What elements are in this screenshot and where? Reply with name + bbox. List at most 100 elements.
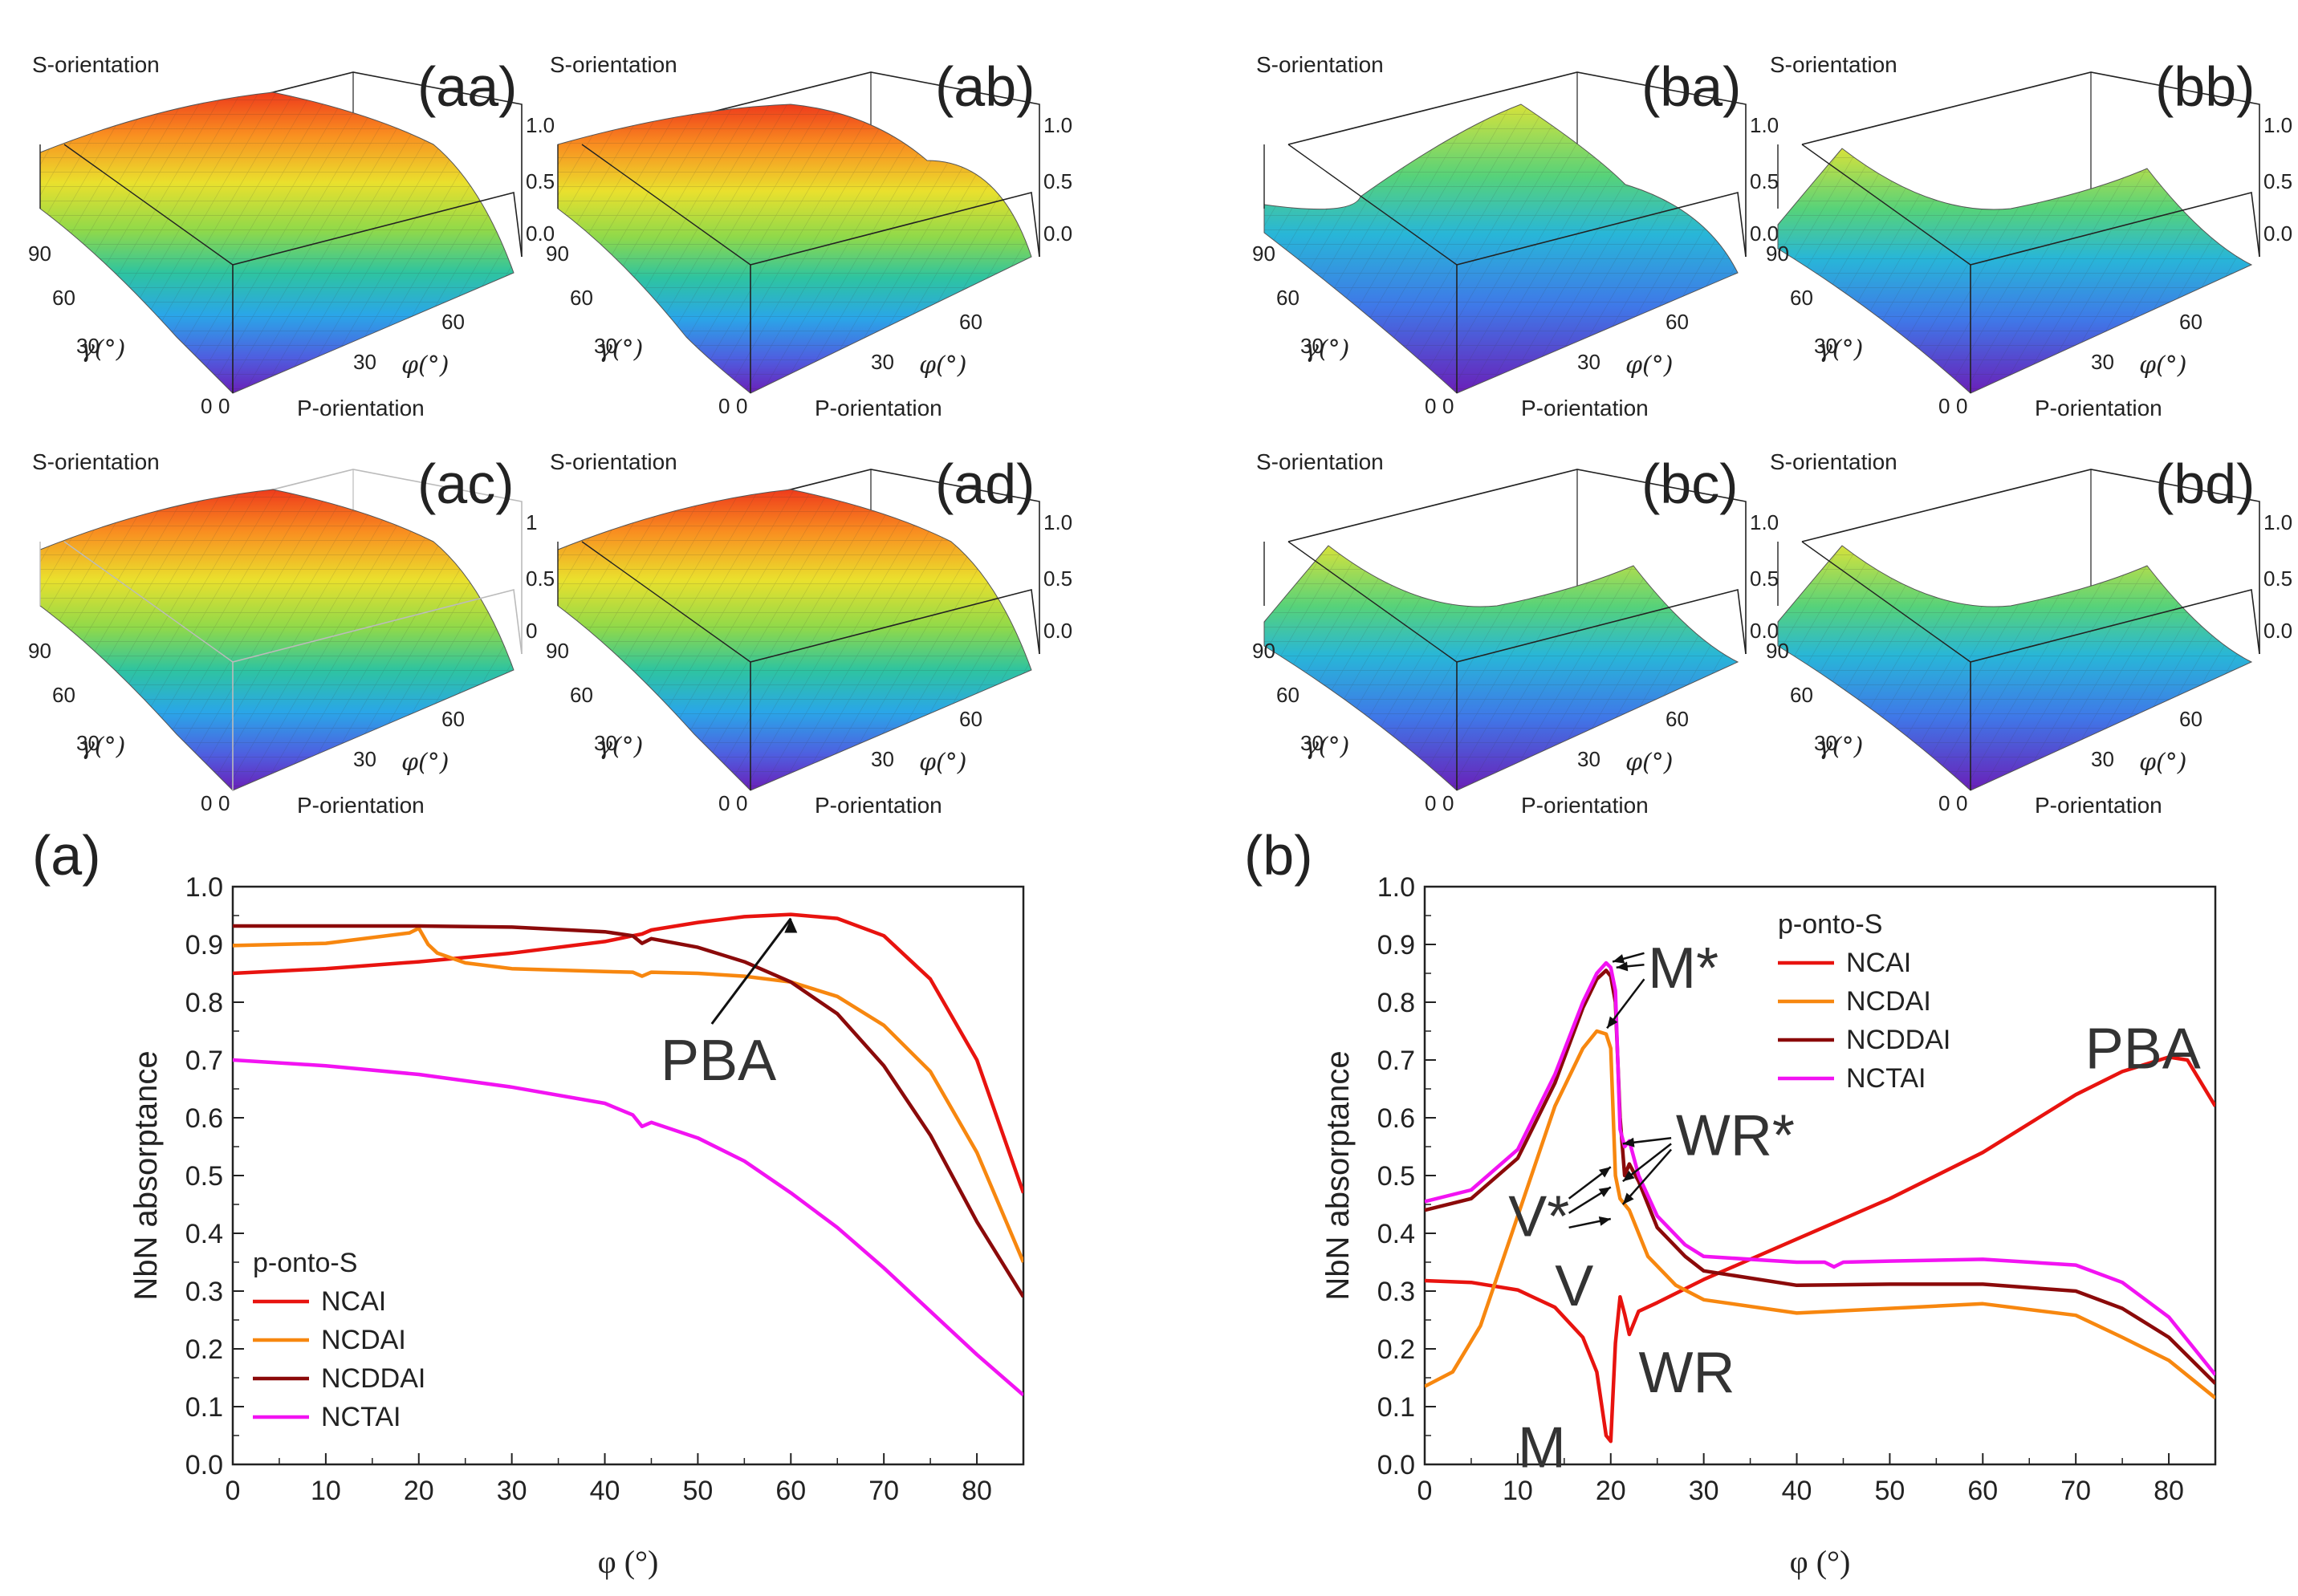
x-tick-label: 80 — [962, 1476, 992, 1506]
z-tick: 1.0 — [1750, 113, 1779, 137]
legend-entry: NCTAI — [321, 1402, 401, 1432]
gamma-tick: 30 — [76, 731, 100, 755]
surface-mesh — [1778, 148, 2251, 393]
y-tick-label: 0.6 — [1377, 1103, 1415, 1134]
gamma-axis-label: γ(°) — [598, 335, 643, 363]
x-tick-label: 10 — [311, 1476, 341, 1506]
annotation-arrow — [1621, 1148, 1673, 1205]
surface-panel-aa: S-orientation (aa) P-orientation 1.0 0.5 0.0 9… — [28, 52, 555, 420]
arrow-head — [1622, 1137, 1635, 1147]
y-tick-label: 0.4 — [185, 1219, 223, 1249]
x-tick-label: 50 — [1874, 1476, 1905, 1506]
gamma-tick: 30 — [594, 731, 617, 755]
panel-labels: (a) (b) — [32, 824, 1313, 887]
z-tick: 0.5 — [2263, 169, 2292, 193]
z-tick: 1.0 — [2263, 113, 2292, 137]
series-group — [1425, 960, 2215, 1444]
gamma-tick: 60 — [570, 286, 593, 310]
phi-tick: 60 — [2179, 707, 2202, 731]
gamma-tick: 90 — [1766, 639, 1789, 663]
panel-label: (bb) — [2155, 55, 2255, 118]
y-tick-label: 0.3 — [185, 1277, 223, 1307]
phi-tick: 60 — [441, 707, 465, 731]
p-orientation-label: P-orientation — [1521, 793, 1649, 818]
phi-tick: 0 — [736, 791, 747, 815]
gamma-axis-label: γ(°) — [1818, 335, 1863, 363]
surface-panel-ac: S-orientation (ac)P-orientation10.5090603… — [28, 449, 555, 818]
z-tick: 1.0 — [526, 113, 555, 137]
arrow-head — [1598, 1187, 1611, 1197]
surface-mesh — [40, 92, 514, 393]
legend-entry: NCTAI — [1846, 1063, 1926, 1094]
y-tick-label: 0.7 — [1377, 1046, 1415, 1076]
gamma-axis-label: γ(°) — [80, 733, 125, 761]
annotation-m-star: M* — [1648, 936, 1718, 1001]
box-side-edges — [557, 144, 751, 266]
phi-axis-label: φ(°) — [919, 351, 966, 380]
legend-entry: NCAI — [321, 1286, 386, 1317]
box-side-edges — [1263, 541, 1458, 663]
s-orientation-label: S-orientation — [32, 449, 160, 474]
gamma-tick: 60 — [52, 683, 75, 707]
p-orientation-label: P-orientation — [2035, 396, 2162, 420]
box-front-edges — [1970, 191, 2260, 393]
x-axis-label: φ (°) — [1790, 1544, 1851, 1580]
annotation-wr: WR — [1639, 1341, 1735, 1405]
y-tick-label: 0.1 — [1377, 1392, 1415, 1423]
phi-axis-label: φ(°) — [919, 749, 966, 777]
phi-tick: 30 — [871, 350, 894, 374]
annotation-v: V — [1555, 1254, 1593, 1318]
y-tick-label: 0.0 — [185, 1450, 223, 1480]
phi-tick: 0 — [736, 394, 747, 418]
gamma-tick: 0 — [1425, 791, 1436, 815]
panel-label: (ac) — [417, 453, 515, 515]
s-orientation-label: S-orientation — [1770, 52, 1897, 77]
gamma-tick: 90 — [28, 639, 51, 663]
phi-tick: 0 — [218, 791, 230, 815]
panel-label-b: (b) — [1244, 824, 1313, 887]
arrow-head — [1613, 954, 1625, 964]
surface-mesh — [558, 104, 1031, 393]
p-orientation-label: P-orientation — [2035, 793, 2162, 818]
box-front-edges — [232, 191, 523, 393]
legend-entry: NCAI — [1846, 948, 1911, 978]
arrow-head — [1622, 1192, 1634, 1204]
box-back-edges — [1801, 71, 2260, 257]
z-tick: 0.0 — [2263, 221, 2292, 246]
s-orientation-label: S-orientation — [550, 449, 677, 474]
z-tick: 0.5 — [1043, 567, 1072, 591]
surface-panel-ab: S-orientation (ab) P-orientation 1.0 0.5 0.0 9… — [546, 52, 1072, 420]
box-side-edges — [1777, 144, 1971, 266]
gamma-tick: 30 — [76, 334, 100, 358]
s-orientation-label: S-orientation — [550, 52, 677, 77]
surface-mesh — [558, 489, 1031, 790]
phi-tick: 60 — [2179, 310, 2202, 334]
gamma-tick: 30 — [594, 334, 617, 358]
arrow-head — [1607, 1016, 1618, 1029]
series-line-nctai — [1425, 960, 2215, 1376]
z-tick: 0.5 — [2263, 567, 2292, 591]
annotation-arrow — [710, 917, 792, 1025]
z-tick: 0.0 — [1750, 619, 1779, 643]
phi-tick: 30 — [2091, 747, 2114, 771]
phi-axis-label: φ(°) — [2139, 351, 2186, 380]
annotation-m: M — [1518, 1415, 1566, 1480]
legend-entry: NCDAI — [1846, 986, 1931, 1017]
phi-tick: 0 — [1956, 394, 1967, 418]
phi-axis-label: φ(°) — [1625, 749, 1673, 777]
z-tick: 0.5 — [526, 169, 555, 193]
gamma-axis-label: γ(°) — [1304, 733, 1349, 761]
series-line-ncddai — [1425, 969, 2215, 1385]
gamma-tick: 0 — [718, 394, 730, 418]
phi-tick: 0 — [1956, 791, 1967, 815]
z-tick: 0.5 — [526, 567, 555, 591]
gamma-tick: 90 — [1252, 639, 1275, 663]
phi-axis-label: φ(°) — [2139, 749, 2186, 777]
legend: p-onto-S NCAI NCDAI NCDDAI NCTAI — [253, 1248, 425, 1432]
phi-tick: 60 — [1666, 310, 1689, 334]
y-tick-label: 0.7 — [185, 1046, 223, 1076]
z-tick: 0.5 — [1043, 169, 1072, 193]
y-tick-label: 0.9 — [185, 930, 223, 960]
x-tick-label: 50 — [682, 1476, 713, 1506]
